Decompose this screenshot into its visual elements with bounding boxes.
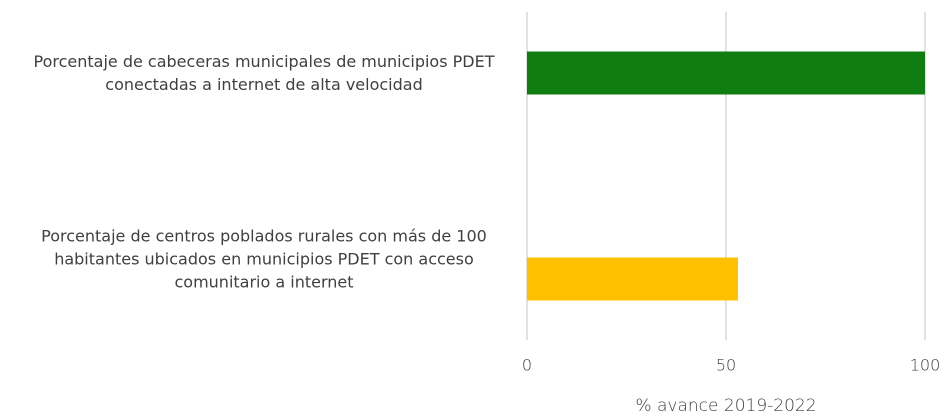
y-tick-label: Porcentaje de centros poblados rurales c…: [41, 226, 487, 292]
x-tick-label: 0: [522, 356, 532, 375]
x-tick-label: 100: [910, 356, 941, 375]
bar: [527, 257, 738, 301]
x-tick-label: 50: [716, 356, 736, 375]
x-axis-label: % avance 2019-2022: [635, 396, 816, 416]
y-tick-label: Porcentaje de cabeceras municipales de m…: [33, 52, 495, 94]
bar: [527, 51, 925, 95]
